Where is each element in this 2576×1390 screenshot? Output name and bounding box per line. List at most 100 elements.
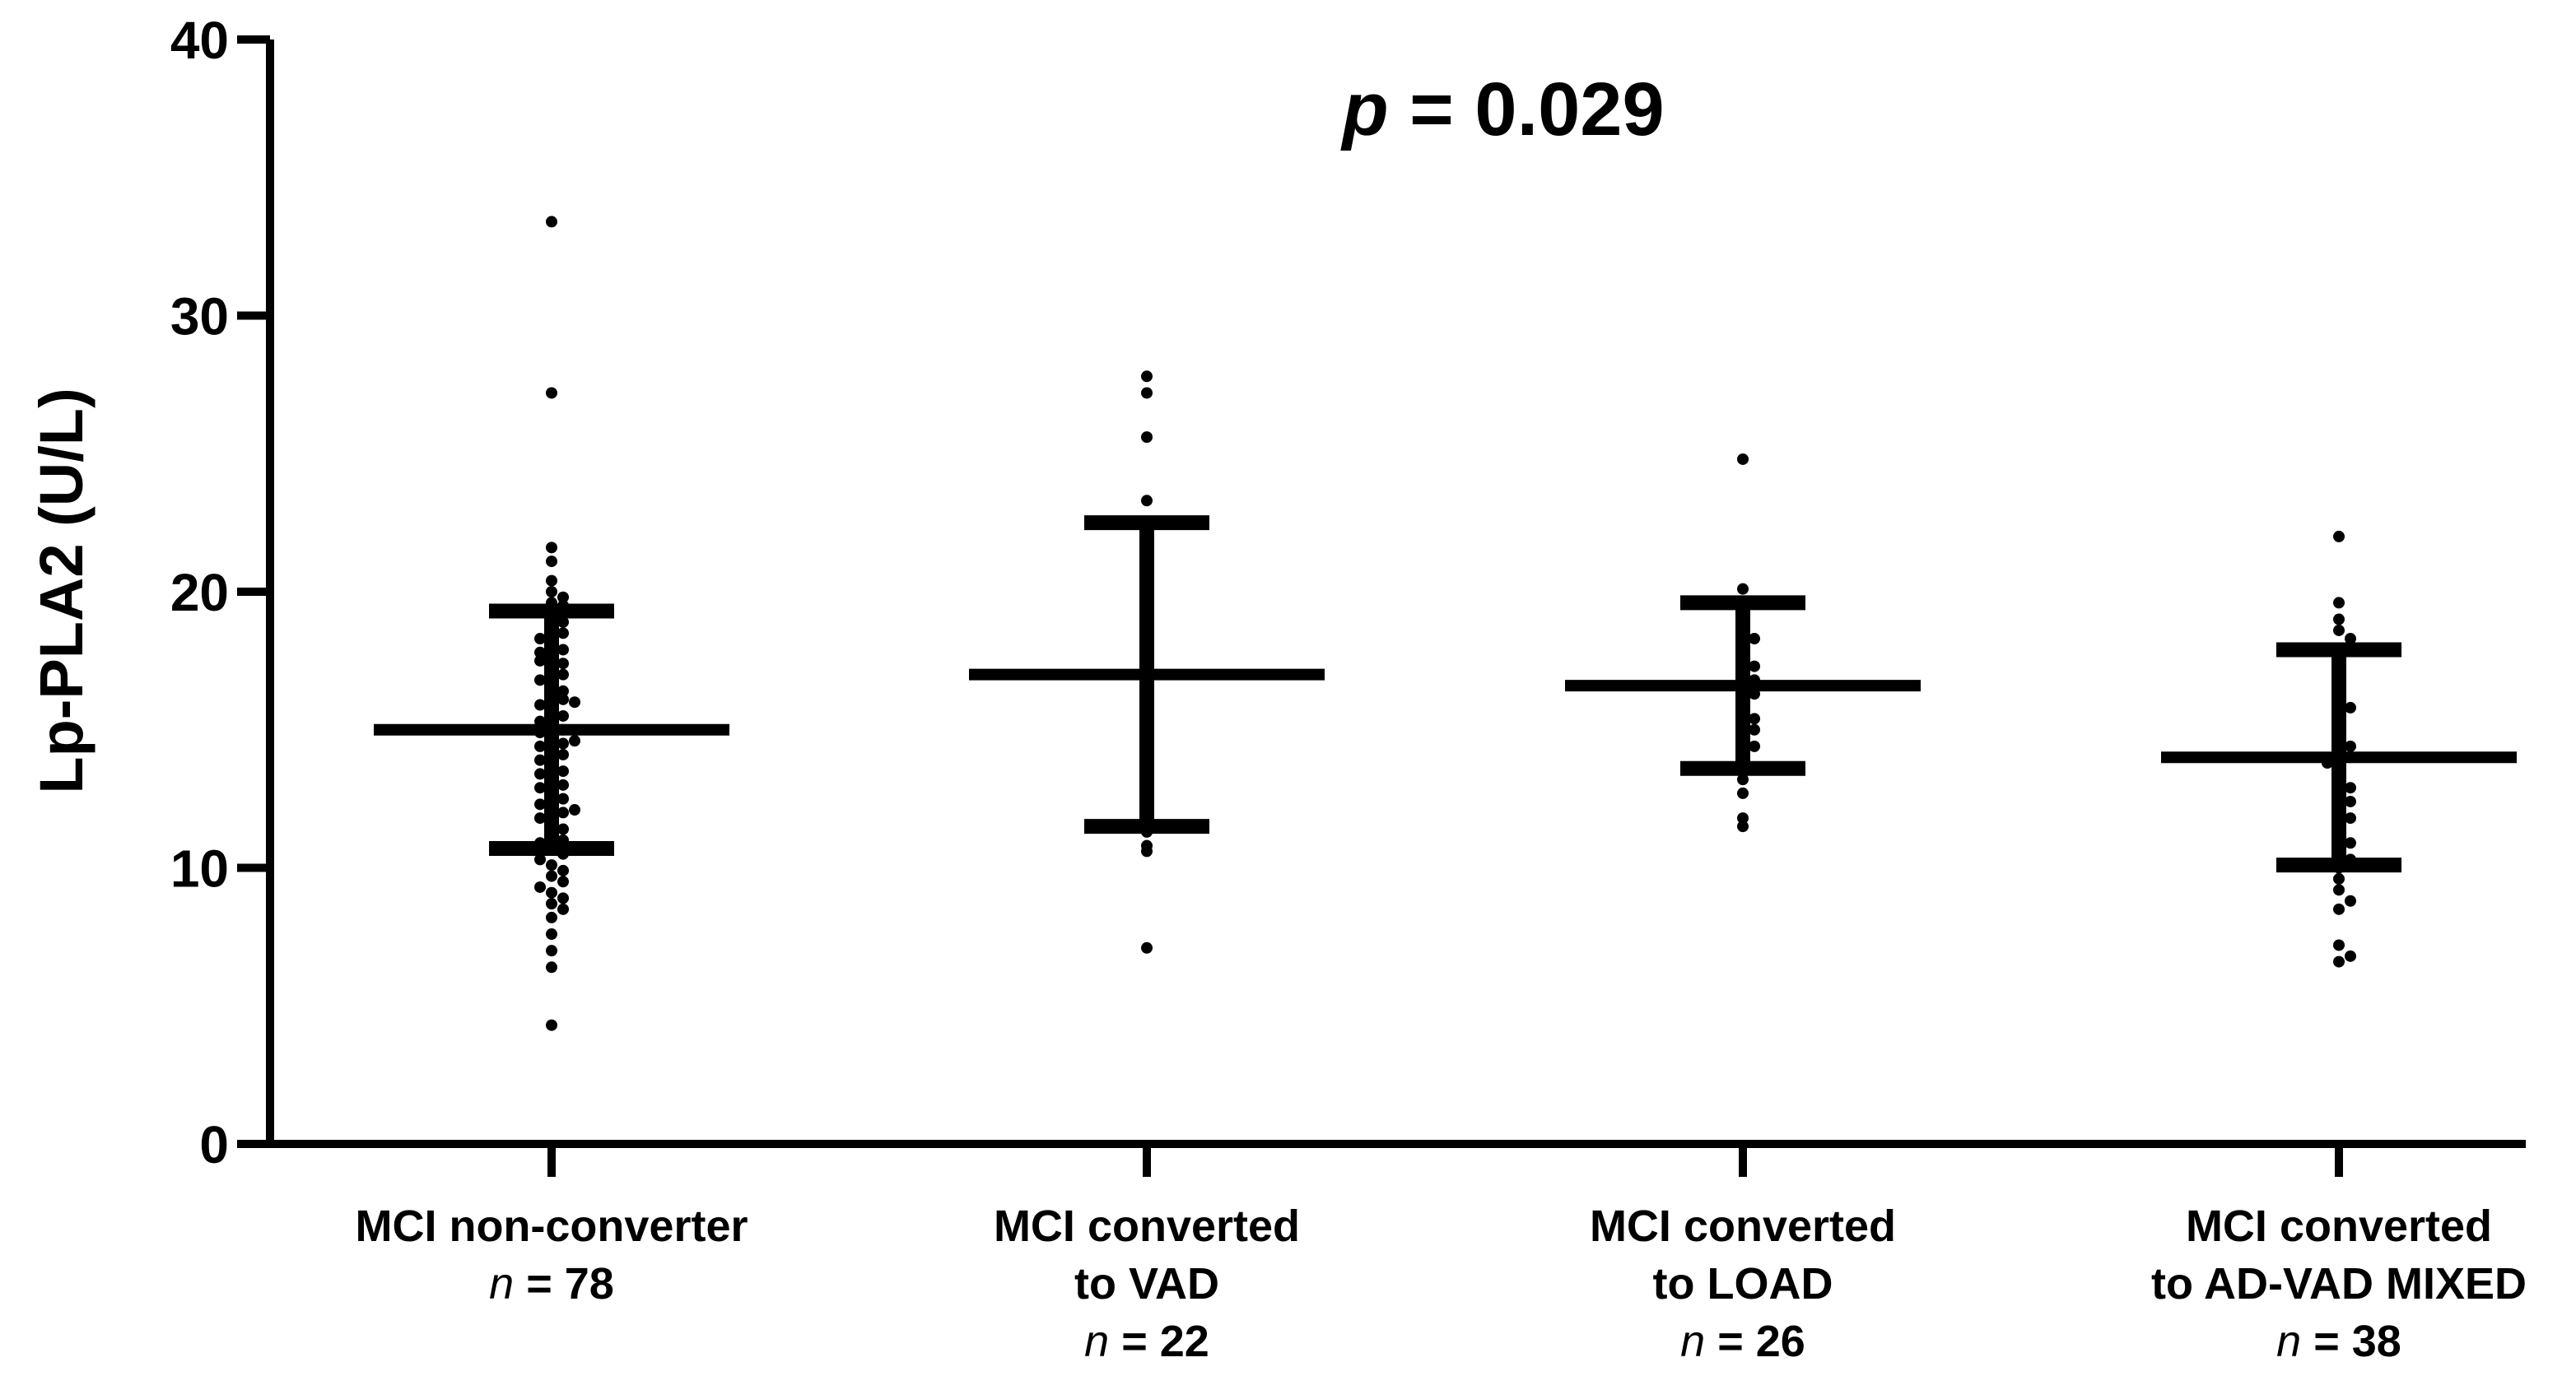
data-point: [534, 837, 546, 849]
data-point: [546, 542, 557, 554]
data-point: [1749, 713, 1760, 725]
data-point: [534, 674, 546, 686]
data-point: [2333, 765, 2345, 778]
x-category-n: n = 78: [489, 1259, 614, 1309]
data-point: [1749, 688, 1760, 700]
data-point: [1141, 737, 1153, 750]
x-category-label: MCI converted: [994, 1202, 1300, 1251]
data-point: [1141, 552, 1153, 565]
data-point: [1737, 696, 1749, 709]
data-point: [1141, 431, 1153, 444]
data-point: [557, 737, 569, 750]
data-point: [546, 387, 557, 399]
data-point: [557, 779, 569, 791]
x-category-label: to LOAD: [1653, 1259, 1833, 1309]
axes: [266, 40, 2526, 1148]
data-point: [1749, 633, 1760, 645]
data-point: [1141, 370, 1153, 383]
data-point: [2333, 732, 2345, 744]
data-point: [2345, 740, 2356, 752]
data-point: [546, 801, 557, 813]
data-point: [557, 658, 569, 670]
data-point: [1737, 652, 1749, 664]
data-point: [2333, 939, 2345, 951]
data-point: [534, 812, 546, 825]
data-point: [546, 597, 557, 609]
data-point: [2345, 795, 2356, 807]
data-point: [1737, 732, 1749, 744]
data-point: [546, 817, 557, 830]
data-point: [1737, 751, 1749, 764]
data-point: [546, 787, 557, 799]
data-point: [557, 876, 569, 888]
data-point: [546, 732, 557, 744]
data-point: [1737, 624, 1749, 636]
n-symbol: n: [489, 1259, 514, 1309]
data-point: [534, 699, 546, 711]
n-value: = 22: [1109, 1317, 1209, 1366]
data-point: [557, 834, 569, 846]
data-point: [546, 945, 557, 957]
data-point: [546, 859, 557, 872]
data-point: [546, 911, 557, 923]
data-point: [546, 898, 557, 910]
data-point: [1737, 821, 1749, 833]
data-point: [2345, 782, 2356, 794]
data-point: [534, 881, 546, 893]
data-point: [2345, 701, 2356, 714]
data-point: [1141, 495, 1153, 507]
data-point: [557, 807, 569, 819]
data-point: [2333, 903, 2345, 915]
n-value: = 78: [514, 1259, 614, 1309]
data-point: [1141, 723, 1153, 736]
data-point: [546, 611, 557, 623]
data-point: [557, 793, 569, 805]
data-point: [534, 782, 546, 794]
y-tick-label: 30: [170, 287, 229, 346]
data-point: [546, 574, 557, 587]
data-point: [557, 723, 569, 736]
data-point: [534, 605, 546, 617]
x-category-label: MCI converted: [1590, 1202, 1896, 1251]
p-symbol: p: [1339, 67, 1388, 151]
data-point: [557, 644, 569, 656]
data-point: [557, 823, 569, 835]
data-point: [546, 928, 557, 941]
data-point: [546, 586, 557, 597]
data-point: [1737, 597, 1749, 609]
data-point: [2333, 613, 2345, 625]
data-point: [534, 715, 546, 728]
data-point: [2333, 530, 2345, 542]
data-point: [1141, 519, 1153, 532]
data-point: [546, 774, 557, 786]
data-point: [557, 864, 569, 876]
data-point: [557, 848, 569, 860]
data-point: [1737, 453, 1749, 465]
y-tick-label: 0: [199, 1115, 229, 1174]
data-point: [534, 654, 546, 667]
data-groups: MCI non-converter n = 78 MCI converted to V…: [355, 216, 2527, 1366]
data-point: [1141, 795, 1153, 807]
data-point: [1141, 688, 1153, 700]
data-point: [534, 633, 546, 645]
data-point: [546, 886, 557, 899]
y-tick-label: 20: [170, 563, 229, 622]
group-4: MCI converted to AD-VAD MIXED n = 38: [2151, 530, 2527, 1366]
y-axis-ticks: 0 10 20 30 40: [170, 11, 270, 1174]
p-value-annotation: p = 0.029: [1339, 67, 1664, 151]
data-point: [546, 704, 557, 717]
data-point: [2333, 829, 2345, 841]
data-point: [2333, 658, 2345, 670]
data-point: [546, 718, 557, 731]
data-point: [1141, 825, 1153, 838]
data-point: [569, 735, 580, 747]
data-point: [546, 621, 557, 634]
data-point: [1141, 779, 1153, 791]
data-point: [569, 696, 580, 709]
data-point: [569, 804, 580, 816]
data-point: [1737, 704, 1749, 717]
data-point: [1737, 812, 1749, 825]
group-2: MCI converted to VAD n = 22: [969, 370, 1325, 1366]
x-category-n: n = 26: [1680, 1317, 1805, 1366]
data-point: [1749, 723, 1760, 736]
